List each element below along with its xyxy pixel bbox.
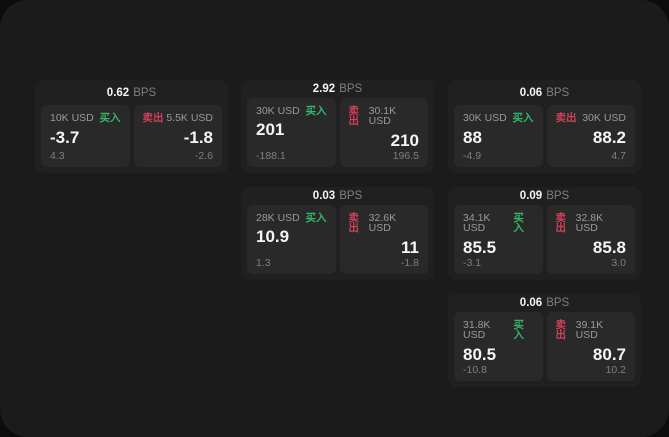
spread-card-3: 0.06 BPS 30K USD 买入 88 -4.9 卖出 30K USD 8… [448,80,641,173]
buy-amount: 10K USD [50,112,94,124]
buy-panel[interactable]: 30K USD 买入 201 -188.1 [247,97,336,167]
sell-panel[interactable]: 卖出 5.5K USD -1.8 -2.6 [133,105,222,167]
buy-price: -3.7 [50,127,80,147]
buy-amount: 30K USD [256,104,300,117]
spread-unit: BPS [546,189,570,202]
sell-sub-value: -1.8 [400,256,419,269]
spread-value: 2.92 [312,82,336,95]
buy-sub-value: 4.3 [50,149,65,162]
sell-label: 卖出 [555,211,567,235]
buy-label: 买入 [99,112,121,124]
sell-price: 210 [390,130,419,150]
sell-sub-value: 4.7 [611,149,626,162]
sell-price: 88.2 [592,127,626,147]
spread-unit: BPS [339,82,363,95]
buy-price: 85.5 [463,237,497,257]
sell-price: 11 [401,237,419,257]
sell-panel[interactable]: 卖出 32.6K USD 11 -1.8 [339,204,428,274]
spread-unit: BPS [546,296,570,309]
sell-panel[interactable]: 卖出 32.8K USD 85.8 3.0 [546,204,635,274]
spread-card-4: 0.03 BPS 28K USD 买入 10.9 1.3 卖出 32.6K US… [241,187,434,280]
buy-panel[interactable]: 10K USD 买入 -3.7 4.3 [41,105,130,167]
buy-panel[interactable]: 34.1K USD 买入 85.5 -3.1 [454,204,543,274]
buy-price: 10.9 [256,227,290,247]
sell-amount: 32.8K USD [575,211,604,235]
buy-amount: 34.1K USD [463,211,491,235]
spread-unit: BPS [133,86,157,99]
sell-price: 85.8 [592,237,626,257]
spread-card-1: 0.62 BPS 10K USD 买入 -3.7 4.3 卖出 5.5K USD… [35,80,228,173]
quote-panels: 30K USD 买入 201 -188.1 卖出 30.1K USD 210 1… [241,97,434,173]
spread-header: 0.06 BPS [448,294,641,312]
sell-amount: 5.5K USD [166,112,213,124]
sell-amount: 30.1K USD [368,104,397,128]
spread-value: 0.06 [519,296,543,309]
spread-value: 0.06 [519,86,543,99]
quote-panels: 30K USD 买入 88 -4.9 卖出 30K USD 88.2 4.7 [448,105,641,173]
buy-amount: 30K USD [463,112,507,124]
spread-header: 0.03 BPS [241,187,434,205]
buy-label: 买入 [513,211,524,235]
buy-panel[interactable]: 30K USD 买入 88 -4.9 [454,105,543,167]
buy-sub-value: -188.1 [256,149,286,162]
spread-header: 0.62 BPS [35,80,228,105]
sell-price: -1.8 [183,127,213,147]
buy-label: 买入 [305,211,327,224]
buy-amount: 31.8K USD [463,318,491,342]
sell-label: 卖出 [142,112,164,124]
sell-label: 卖出 [555,318,567,342]
spread-unit: BPS [339,189,363,202]
buy-sub-value: -4.9 [463,149,482,162]
buy-price: 201 [256,120,285,140]
buy-label: 买入 [305,104,327,117]
sell-label: 卖出 [348,211,360,235]
quote-panels: 31.8K USD 买入 80.5 -10.8 卖出 39.1K USD 80.… [448,311,641,387]
sell-panel[interactable]: 卖出 39.1K USD 80.7 10.2 [546,311,635,381]
sell-panel[interactable]: 卖出 30.1K USD 210 196.5 [339,97,428,167]
spread-header: 2.92 BPS [241,80,434,98]
spread-card-2: 2.92 BPS 30K USD 买入 201 -188.1 卖出 30.1K … [241,80,434,173]
buy-price: 80.5 [463,344,497,364]
spread-value: 0.09 [519,189,543,202]
sell-sub-value: 3.0 [611,256,626,269]
buy-panel[interactable]: 28K USD 买入 10.9 1.3 [247,204,336,274]
spread-value: 0.03 [312,189,336,202]
quote-panels: 10K USD 买入 -3.7 4.3 卖出 5.5K USD -1.8 -2.… [35,105,228,173]
sell-sub-value: -2.6 [194,149,213,162]
spread-header: 0.06 BPS [448,80,641,105]
buy-panel[interactable]: 31.8K USD 买入 80.5 -10.8 [454,311,543,381]
sell-sub-value: 10.2 [605,363,626,376]
quote-panels: 34.1K USD 买入 85.5 -3.1 卖出 32.8K USD 85.8… [448,204,641,280]
buy-sub-value: -3.1 [463,256,482,269]
sell-amount: 39.1K USD [575,318,604,342]
quote-panels: 28K USD 买入 10.9 1.3 卖出 32.6K USD 11 -1.8 [241,204,434,280]
spread-value: 0.62 [106,86,130,99]
buy-sub-value: -10.8 [463,363,487,376]
buy-label: 买入 [513,318,524,342]
buy-label: 买入 [512,112,534,124]
sell-label: 卖出 [555,112,577,124]
buy-amount: 28K USD [256,211,300,224]
sell-amount: 32.6K USD [368,211,397,235]
spread-unit: BPS [546,86,570,99]
spread-card-5: 0.09 BPS 34.1K USD 买入 85.5 -3.1 卖出 32.8K… [448,187,641,280]
buy-sub-value: 1.3 [256,256,271,269]
spread-header: 0.09 BPS [448,187,641,205]
buy-price: 88 [463,127,482,147]
sell-price: 80.7 [592,344,626,364]
sell-panel[interactable]: 卖出 30K USD 88.2 4.7 [546,105,635,167]
sell-sub-value: 196.5 [392,149,419,162]
sell-label: 卖出 [348,104,360,128]
spread-card-6: 0.06 BPS 31.8K USD 买入 80.5 -10.8 卖出 39.1… [448,294,641,387]
sell-amount: 30K USD [582,112,626,124]
